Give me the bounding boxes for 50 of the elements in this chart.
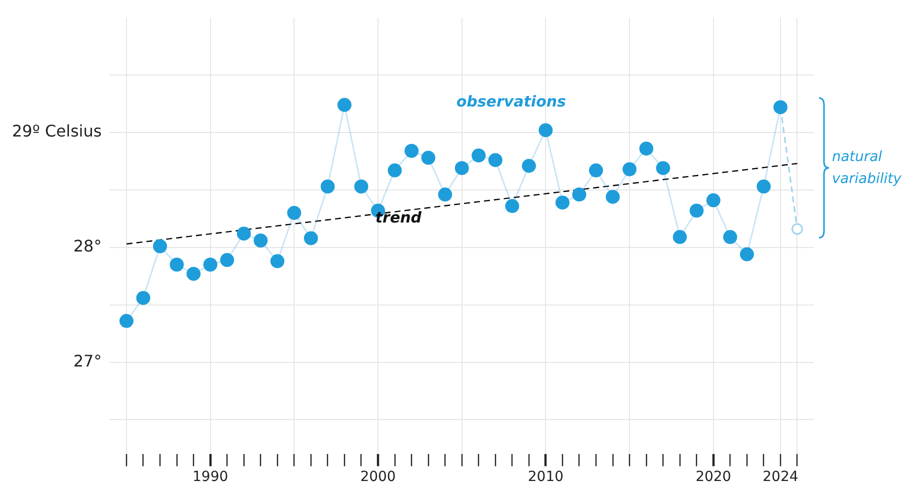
point bbox=[404, 144, 419, 158]
point bbox=[606, 190, 620, 204]
point bbox=[270, 254, 284, 268]
point bbox=[723, 230, 738, 244]
point bbox=[438, 188, 452, 202]
point bbox=[656, 161, 670, 176]
point bbox=[622, 162, 637, 176]
point bbox=[454, 161, 469, 176]
point bbox=[388, 163, 402, 178]
point bbox=[236, 226, 251, 241]
point bbox=[740, 247, 754, 262]
point bbox=[354, 179, 368, 194]
y-tick-label: 28° bbox=[73, 236, 102, 256]
point bbox=[756, 179, 771, 194]
point bbox=[220, 253, 234, 268]
point bbox=[153, 239, 168, 254]
annotation: trend bbox=[375, 208, 422, 226]
point bbox=[170, 258, 184, 272]
y-tick-label: 29º Celsius bbox=[12, 122, 102, 141]
point bbox=[706, 193, 720, 208]
point bbox=[538, 123, 553, 138]
point bbox=[421, 150, 436, 165]
point bbox=[472, 148, 486, 162]
point bbox=[488, 153, 502, 168]
point bbox=[522, 158, 536, 173]
x-tick-label: 1990 bbox=[192, 469, 228, 486]
point bbox=[572, 188, 586, 202]
point bbox=[254, 233, 268, 248]
x-tick-label: 2020 bbox=[696, 469, 732, 486]
y-tick-label: 27° bbox=[73, 351, 102, 370]
point bbox=[555, 196, 570, 210]
point bbox=[320, 179, 335, 194]
x-tick-label: 2010 bbox=[528, 469, 564, 486]
point bbox=[639, 142, 654, 156]
point bbox=[136, 290, 150, 305]
point bbox=[337, 98, 352, 112]
x-tick-label: 2024 bbox=[762, 469, 798, 486]
point bbox=[203, 258, 218, 272]
point bbox=[119, 314, 134, 328]
point bbox=[287, 206, 302, 220]
point bbox=[186, 266, 201, 281]
point bbox=[589, 163, 604, 178]
annotation: observations bbox=[456, 92, 566, 111]
point bbox=[791, 223, 803, 235]
point bbox=[690, 204, 704, 218]
point bbox=[672, 230, 687, 244]
x-tick-label: 2000 bbox=[360, 469, 396, 486]
point bbox=[505, 199, 520, 214]
text: natural variability bbox=[832, 148, 902, 190]
point bbox=[304, 231, 318, 246]
